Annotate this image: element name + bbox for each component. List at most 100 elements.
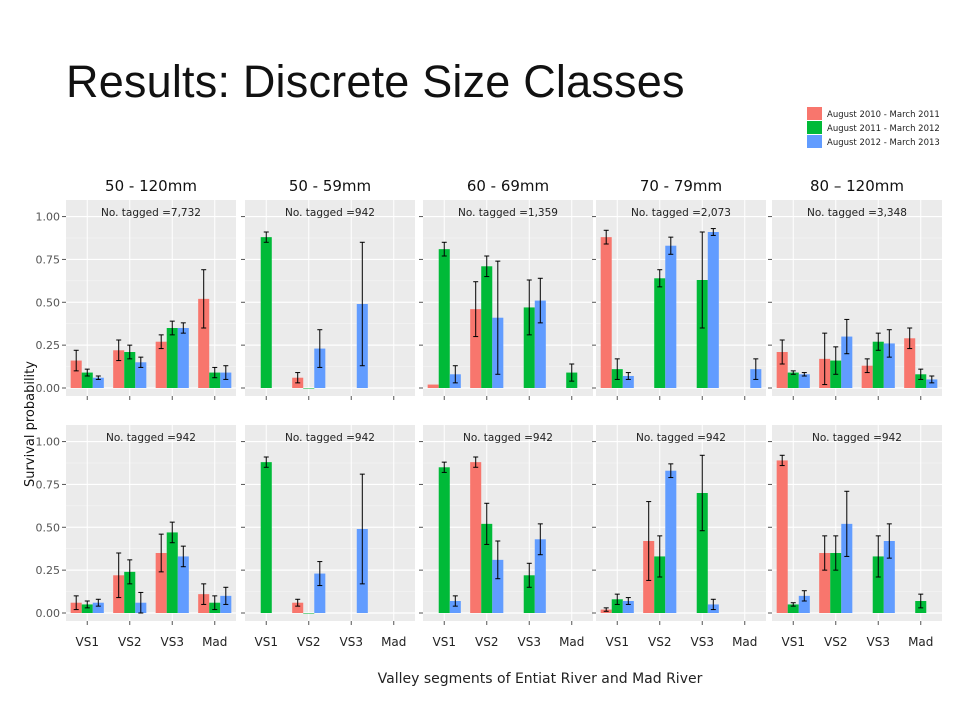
bar [787, 604, 799, 613]
facet-panel: No. tagged =942 [241, 425, 415, 625]
column-header: 50 - 59mm [289, 177, 371, 195]
bar [481, 266, 493, 388]
bar [798, 374, 810, 388]
legend-label: August 2010 - March 2011 [827, 110, 940, 120]
bar [449, 601, 461, 613]
bar [787, 372, 799, 388]
bar [707, 232, 719, 388]
facet-panel: No. tagged =942 [592, 425, 766, 625]
y-tick-label: 0.00 [36, 382, 61, 395]
bar [883, 541, 895, 613]
panel-background [596, 200, 766, 396]
panel-background [245, 425, 415, 621]
column-header: 70 - 79mm [640, 177, 722, 195]
x-tick-label: Mad [381, 635, 406, 649]
y-tick-label: 1.00 [36, 436, 61, 449]
y-tick-label: 0.00 [36, 607, 61, 620]
bar [523, 575, 535, 613]
column-header: 80 – 120mm [810, 177, 904, 195]
panel-background [66, 425, 236, 621]
tagged-count: No. tagged =942 [285, 432, 375, 444]
facet-panel: No. tagged =942 [62, 425, 236, 625]
x-tick-label: VS2 [118, 635, 141, 649]
bar [600, 237, 612, 388]
tagged-count: No. tagged =942 [463, 432, 553, 444]
bar [915, 374, 927, 388]
bar [696, 493, 708, 613]
x-tick-label: VS3 [691, 635, 714, 649]
bar [303, 613, 315, 614]
x-tick-label: VS2 [475, 635, 498, 649]
bar [665, 245, 677, 388]
bar [177, 556, 189, 613]
bar [883, 343, 895, 388]
tagged-count: No. tagged =942 [636, 432, 726, 444]
bar [872, 556, 884, 613]
bar [830, 553, 842, 613]
facet-panel: No. tagged =942 [768, 425, 942, 625]
x-tick-label: VS3 [518, 635, 541, 649]
facet-panel: No. tagged =942 [241, 200, 415, 400]
tagged-count: No. tagged =942 [812, 432, 902, 444]
bar [776, 460, 788, 613]
tagged-count: No. tagged =942 [285, 207, 375, 219]
y-tick-label: 1.00 [36, 211, 61, 224]
bar [220, 372, 232, 388]
x-tick-label: VS1 [433, 635, 456, 649]
bar [314, 348, 326, 388]
bar [861, 365, 873, 388]
bar [611, 599, 623, 613]
x-tick-label: VS3 [161, 635, 184, 649]
slide-title: Results: Discrete Size Classes [66, 56, 685, 107]
x-tick-label: VS2 [648, 635, 671, 649]
bar [124, 571, 136, 613]
legend-swatch [807, 107, 822, 120]
bar [260, 462, 272, 613]
bar [654, 556, 666, 613]
bar [81, 372, 93, 388]
bar [113, 350, 125, 388]
bar [776, 352, 788, 388]
x-tick-label: VS2 [824, 635, 847, 649]
bar [872, 341, 884, 388]
bar [260, 237, 272, 388]
column-header: 60 - 69mm [467, 177, 549, 195]
tagged-count: No. tagged =1,359 [458, 207, 558, 219]
bar [798, 595, 810, 613]
facet-panel: No. tagged =1,359 [419, 200, 593, 400]
bar [492, 559, 504, 613]
bar [166, 532, 178, 613]
x-tick-label: VS1 [606, 635, 629, 649]
bar [654, 278, 666, 388]
bar [534, 300, 546, 388]
bar [303, 388, 315, 389]
panel-background [245, 200, 415, 396]
bar [438, 467, 450, 613]
y-tick-label: 0.50 [36, 521, 61, 534]
bar [622, 376, 634, 388]
bar [155, 553, 167, 613]
x-axis-title: Valley segments of Entiat River and Mad … [378, 671, 703, 687]
bar [155, 341, 167, 388]
x-tick-label: VS1 [255, 635, 278, 649]
x-tick-label: Mad [202, 635, 227, 649]
bar [470, 462, 482, 613]
bar [622, 601, 634, 613]
legend-swatch [807, 121, 822, 134]
y-tick-label: 0.75 [36, 478, 61, 491]
y-tick-label: 0.75 [36, 253, 61, 266]
x-tick-label: VS2 [297, 635, 320, 649]
bar [841, 336, 853, 388]
bar [926, 379, 938, 388]
y-tick-label: 0.50 [36, 296, 61, 309]
tagged-count: No. tagged =2,073 [631, 207, 731, 219]
bar [70, 360, 82, 388]
y-axis-title: Survival probability [23, 361, 38, 487]
bar [81, 604, 93, 613]
bar [209, 372, 221, 388]
bar [841, 523, 853, 613]
facet-panel: No. tagged =2,073 [592, 200, 766, 400]
y-tick-label: 0.25 [36, 339, 61, 352]
y-tick-label: 0.25 [36, 564, 61, 577]
